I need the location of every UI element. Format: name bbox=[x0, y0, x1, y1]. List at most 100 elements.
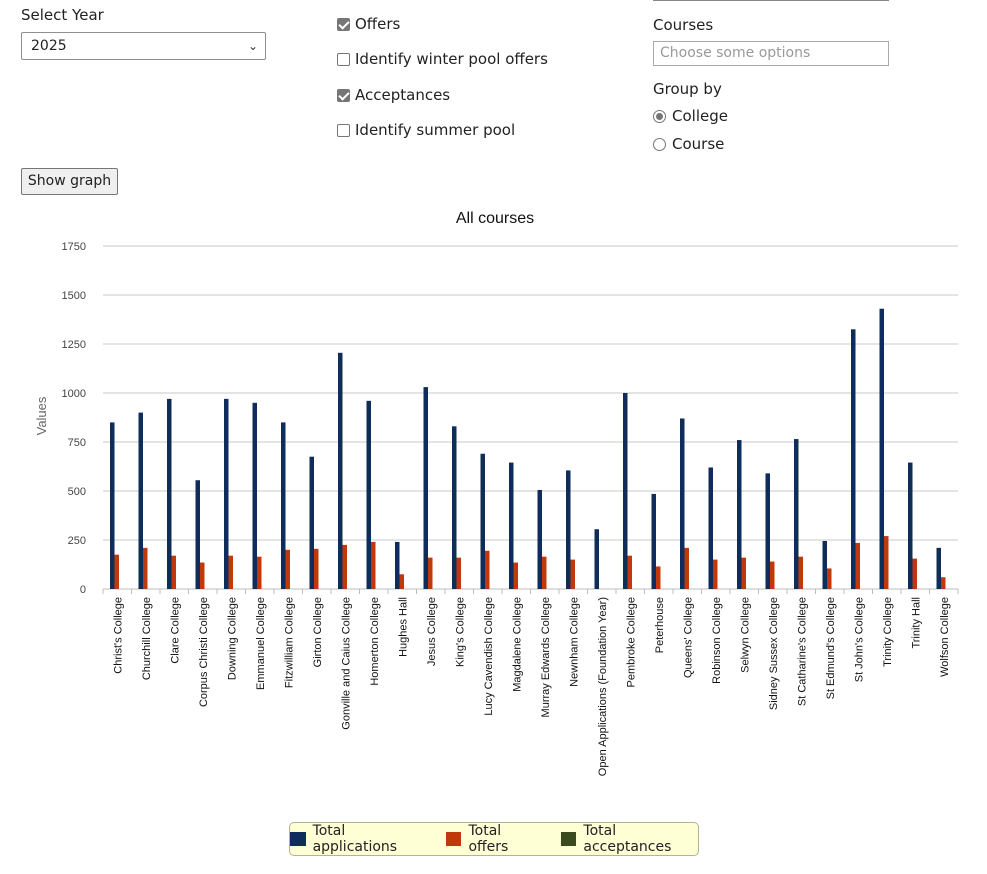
x-tick-label: St Catharine's College bbox=[796, 597, 808, 706]
bar bbox=[114, 554, 119, 589]
acceptances-checkbox[interactable] bbox=[337, 88, 350, 102]
bar bbox=[167, 398, 172, 589]
bar bbox=[371, 541, 376, 589]
bar bbox=[138, 412, 143, 589]
offers-checkbox[interactable] bbox=[337, 17, 350, 31]
bar bbox=[228, 555, 233, 589]
bar bbox=[513, 562, 518, 589]
bar bbox=[855, 542, 860, 589]
chevron-down-icon: ⌄ bbox=[247, 39, 258, 53]
bar bbox=[257, 556, 262, 589]
bar bbox=[770, 561, 775, 589]
bar bbox=[314, 548, 319, 589]
winter-pool-label: Identify winter pool offers bbox=[355, 50, 548, 68]
legend-swatch bbox=[290, 832, 306, 846]
winter-pool-checkbox-row[interactable]: Identify winter pool offers bbox=[337, 50, 548, 68]
bar bbox=[741, 557, 746, 589]
bar bbox=[765, 473, 770, 589]
x-tick-label: Sidney Sussex College bbox=[768, 597, 780, 710]
x-tick-label: King's College bbox=[454, 597, 466, 667]
x-tick-label: Murray Edwards College bbox=[540, 597, 552, 717]
summer-pool-checkbox-row[interactable]: Identify summer pool bbox=[337, 121, 515, 139]
x-tick-label: Homerton College bbox=[369, 597, 381, 686]
x-tick-label: Christ's College bbox=[112, 597, 124, 674]
bar bbox=[822, 540, 827, 589]
x-tick-label: Jesus College bbox=[426, 597, 438, 666]
x-tick-label: Girton College bbox=[312, 597, 324, 667]
bar bbox=[798, 556, 803, 589]
bar bbox=[452, 426, 457, 589]
bar bbox=[651, 493, 656, 589]
bar bbox=[680, 418, 685, 589]
x-tick-label: Robinson College bbox=[711, 597, 723, 684]
bar bbox=[936, 547, 941, 589]
acceptances-label: Acceptances bbox=[355, 86, 451, 104]
bar bbox=[485, 550, 490, 589]
group-by-label: Group by bbox=[653, 80, 722, 98]
bar bbox=[537, 490, 542, 589]
bar bbox=[827, 568, 832, 589]
y-tick-label: 1250 bbox=[62, 339, 86, 351]
legend-item-offers: Total offers bbox=[445, 823, 539, 855]
bar bbox=[281, 422, 286, 589]
y-tick-label: 1500 bbox=[62, 290, 86, 302]
x-tick-label: St John's College bbox=[853, 597, 865, 682]
chart-legend: Total applications Total offers Total ac… bbox=[289, 822, 699, 856]
y-tick-label: 1750 bbox=[62, 241, 86, 253]
legend-label: Total acceptances bbox=[583, 823, 672, 855]
x-tick-label: Wolfson College bbox=[939, 597, 951, 677]
courses-multiselect[interactable]: Choose some options bbox=[653, 41, 889, 66]
bar bbox=[399, 574, 404, 589]
y-tick-label: 0 bbox=[80, 584, 86, 596]
course-radio[interactable] bbox=[653, 137, 666, 151]
bar bbox=[542, 556, 547, 589]
bar bbox=[623, 393, 628, 589]
bar bbox=[480, 453, 485, 589]
x-tick-label: Hughes Hall bbox=[397, 597, 409, 657]
bar bbox=[428, 557, 433, 589]
bar bbox=[684, 547, 689, 589]
bar bbox=[143, 547, 148, 589]
y-tick-label: 750 bbox=[68, 437, 86, 449]
x-tick-label: Corpus Christi College bbox=[198, 597, 210, 707]
bar bbox=[338, 352, 343, 589]
bar bbox=[737, 440, 742, 589]
x-tick-label: Selwyn College bbox=[739, 597, 751, 673]
bar bbox=[912, 558, 917, 589]
x-tick-label: Pembroke College bbox=[625, 597, 637, 688]
bar bbox=[509, 462, 514, 589]
legend-swatch bbox=[445, 832, 462, 846]
bar bbox=[879, 308, 884, 589]
bar bbox=[195, 480, 200, 589]
bar bbox=[794, 439, 799, 589]
chart-title: All courses bbox=[456, 210, 534, 227]
y-tick-label: 250 bbox=[68, 535, 86, 547]
summer-pool-checkbox[interactable] bbox=[337, 123, 350, 137]
divider bbox=[653, 0, 889, 1]
group-radio-college[interactable]: College bbox=[653, 107, 728, 125]
x-tick-label: Newnham College bbox=[568, 597, 580, 687]
year-label: Select Year bbox=[21, 6, 104, 24]
x-tick-label: Lucy Cavendish College bbox=[483, 597, 495, 716]
offers-checkbox-row[interactable]: Offers bbox=[337, 15, 400, 33]
year-select[interactable]: 2025 ⌄ bbox=[21, 32, 266, 60]
x-tick-label: Trinity College bbox=[882, 597, 894, 667]
show-graph-button[interactable]: Show graph bbox=[21, 168, 118, 195]
group-radio-course[interactable]: Course bbox=[653, 135, 724, 153]
bar bbox=[884, 536, 889, 589]
y-tick-label: 500 bbox=[68, 486, 86, 498]
x-tick-label: Trinity Hall bbox=[910, 597, 922, 649]
college-radio-label: College bbox=[672, 107, 728, 125]
college-radio[interactable] bbox=[653, 109, 666, 123]
y-axis-label: Values bbox=[34, 396, 49, 435]
bar bbox=[908, 462, 913, 589]
winter-pool-checkbox[interactable] bbox=[337, 52, 350, 66]
bar bbox=[224, 398, 229, 589]
x-tick-label: Downing College bbox=[226, 597, 238, 680]
acceptances-checkbox-row[interactable]: Acceptances bbox=[337, 86, 450, 104]
x-tick-label: Churchill College bbox=[141, 597, 153, 680]
x-tick-label: Emmanuel College bbox=[255, 597, 267, 690]
x-tick-label: Open Applications (Foundation Year) bbox=[597, 597, 609, 776]
bar bbox=[941, 577, 946, 589]
legend-label: Total offers bbox=[468, 823, 509, 855]
